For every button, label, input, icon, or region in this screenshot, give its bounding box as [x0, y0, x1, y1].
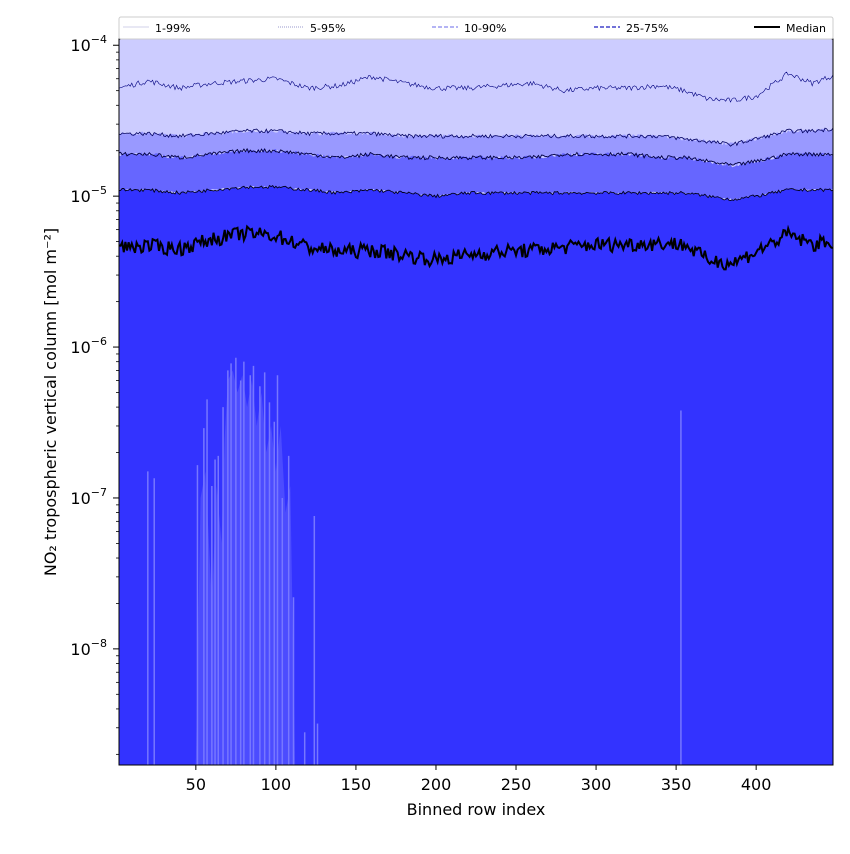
plot-content	[119, 39, 833, 765]
x-tick-label: 50	[186, 775, 206, 794]
x-tick-label: 250	[501, 775, 532, 794]
band-5-95-fill	[119, 73, 833, 146]
band-25-75-upper-line	[119, 147, 833, 166]
band-core-upper-line	[119, 184, 833, 201]
band-10-90-fill	[119, 128, 833, 166]
legend-label: 1-99%	[155, 22, 190, 35]
legend-label: 25-75%	[626, 22, 668, 35]
x-tick-label: 300	[581, 775, 612, 794]
x-tick-label: 200	[421, 775, 452, 794]
x-tick-label: 100	[261, 775, 292, 794]
y-tick-label: 10−7	[70, 486, 107, 508]
legend-box	[118, 16, 834, 40]
band-25-75-fill	[119, 148, 833, 201]
plot-area	[119, 39, 833, 765]
legend: 1-99% 5-95% 10-90% 25-75% Median	[118, 16, 834, 40]
y-tick-label: 10−6	[70, 335, 107, 357]
low-tail-region	[195, 370, 296, 765]
x-axis-label: Binned row index	[407, 800, 546, 819]
median-line	[119, 224, 833, 271]
band-5-95-upper-line	[119, 71, 833, 103]
y-tick-label: 10−8	[70, 637, 107, 659]
band-core-fill	[119, 185, 833, 765]
y-tick-label: 10−5	[70, 184, 107, 206]
x-tick-label: 400	[741, 775, 772, 794]
y-axis-label: NO₂ tropospheric vertical column [mol m⁻…	[41, 228, 60, 576]
band-10-90-upper-line	[119, 127, 833, 147]
y-tick-label: 10−4	[70, 33, 107, 55]
legend-label: 5-95%	[310, 22, 345, 35]
x-tick-label: 150	[341, 775, 372, 794]
x-tick-label: 350	[661, 775, 692, 794]
legend-label: Median	[786, 22, 826, 35]
legend-label: 10-90%	[464, 22, 506, 35]
